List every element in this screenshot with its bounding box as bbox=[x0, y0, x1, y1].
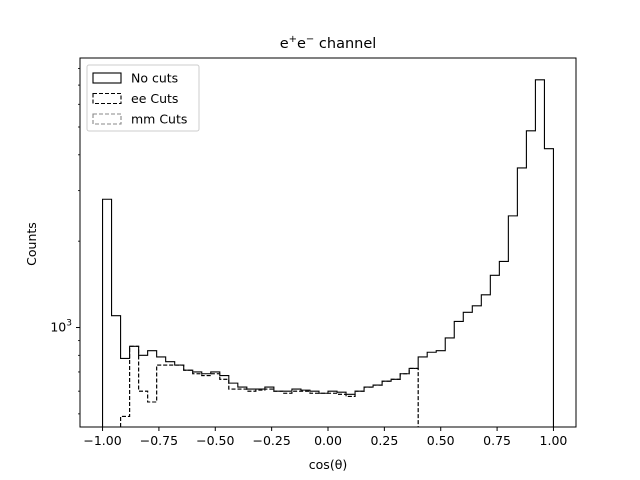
x-tick-label: 0.75 bbox=[483, 433, 511, 448]
x-tick-label: −0.25 bbox=[252, 433, 290, 448]
legend-swatch bbox=[92, 113, 122, 125]
legend-swatch bbox=[92, 72, 122, 84]
y-tick-label: 103 bbox=[50, 319, 72, 335]
legend-swatch bbox=[92, 92, 122, 105]
x-tick-label: 0.50 bbox=[427, 433, 455, 448]
x-tick-label: 0.00 bbox=[314, 433, 342, 448]
legend-label: ee Cuts bbox=[131, 91, 178, 106]
legend: No cuts ee Cuts mm Cuts bbox=[86, 64, 200, 132]
x-tick-label: −0.75 bbox=[140, 433, 178, 448]
legend-label: mm Cuts bbox=[131, 112, 187, 127]
y-axis-label: Counts bbox=[24, 222, 39, 266]
legend-label: No cuts bbox=[131, 71, 178, 86]
x-axis-label: cos(θ) bbox=[309, 457, 347, 472]
x-tick-label: −1.00 bbox=[83, 433, 121, 448]
x-tick-label: 0.25 bbox=[370, 433, 398, 448]
histogram-series-no-cuts bbox=[102, 79, 554, 427]
chart-title: e+e− channel bbox=[280, 34, 377, 52]
x-tick-label: −0.50 bbox=[196, 433, 234, 448]
axes: −1.00 −0.75 −0.50 −0.25 0.00 0.25 0.50 0.75 1.00… bbox=[50, 57, 577, 448]
x-tick-label: 1.00 bbox=[540, 433, 568, 448]
